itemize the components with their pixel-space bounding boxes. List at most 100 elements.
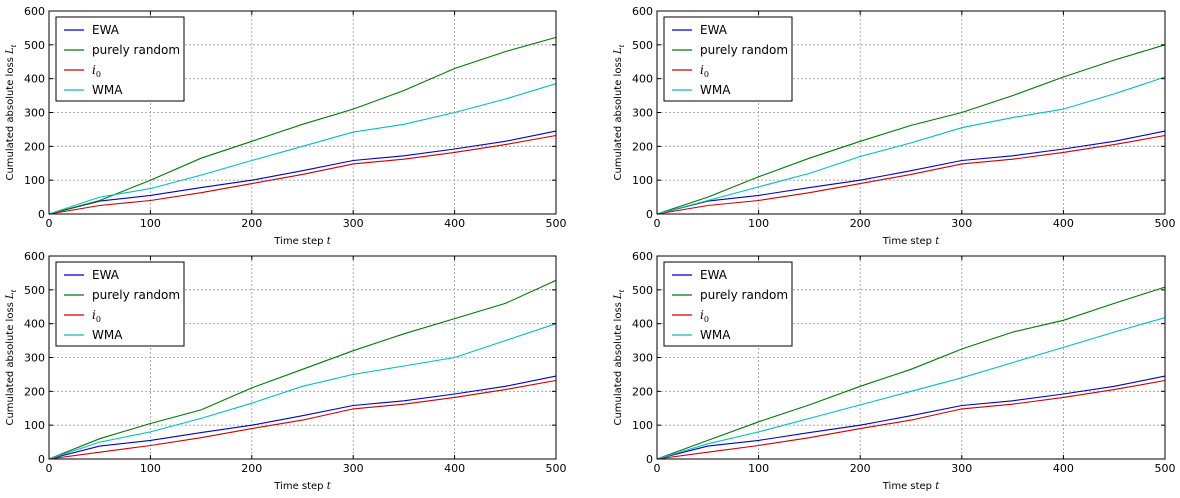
chart-panel-3: 0 100 200 300 400 500 0 100 200 300 400 500 600 Time … <box>5 250 567 492</box>
legend-box <box>55 16 185 102</box>
x-tick-label: 100 <box>748 217 769 230</box>
x-tick-label: 500 <box>546 217 567 230</box>
legend-label: purely random <box>92 43 180 57</box>
y-tick-label: 200 <box>24 385 45 398</box>
x-tick-label: 500 <box>1155 462 1176 475</box>
legend-label: WMA <box>92 83 123 97</box>
y-tick-label: 0 <box>38 208 45 221</box>
legend-label: EWA <box>700 268 728 282</box>
legend: EWA purely random i0 WMA <box>663 16 793 102</box>
y-tick-label: 500 <box>24 284 45 297</box>
y-tick-label: 400 <box>24 73 45 86</box>
y-tick-label: 400 <box>632 73 653 86</box>
series-line-ewa <box>48 130 557 215</box>
legend-label: i0 <box>92 308 101 324</box>
x-tick-label: 400 <box>444 217 465 230</box>
series-line-wma <box>48 323 557 460</box>
series-line-i0 <box>48 379 557 460</box>
series-line-i0 <box>48 134 557 215</box>
chart-panel-2: 0 100 200 300 400 500 0 100 200 300 400 500 600 Time … <box>613 5 1176 247</box>
x-tick-label: 500 <box>1155 217 1176 230</box>
x-tick-label: 300 <box>951 462 972 475</box>
x-tick-label: 0 <box>654 217 661 230</box>
legend-label: WMA <box>92 328 123 342</box>
x-tick-label: 100 <box>140 217 161 230</box>
y-axis-label: Cumulated absolute loss Lt <box>613 289 626 425</box>
series-line-wma <box>656 317 1166 460</box>
legend: EWA purely random i0 WMA <box>55 16 185 102</box>
legend: EWA purely random i0 WMA <box>663 261 793 347</box>
legend-box <box>55 261 185 347</box>
x-tick-label: 100 <box>140 462 161 475</box>
x-tick-label: 200 <box>850 217 871 230</box>
x-tick-label: 0 <box>46 217 53 230</box>
y-tick-label: 600 <box>632 5 653 18</box>
y-tick-label: 500 <box>632 284 653 297</box>
x-tick-label: 0 <box>46 462 53 475</box>
y-tick-label: 0 <box>646 453 653 466</box>
y-tick-label: 100 <box>632 419 653 432</box>
x-tick-label: 200 <box>241 217 262 230</box>
y-axis-label: Cumulated absolute loss Lt <box>5 44 18 180</box>
y-tick-label: 500 <box>24 39 45 52</box>
y-tick-label: 300 <box>632 352 653 365</box>
legend-label: i0 <box>92 63 101 79</box>
series-line-i0 <box>656 134 1166 215</box>
chart-panel-4: 0 100 200 300 400 500 0 100 200 300 400 500 600 Time … <box>613 250 1176 492</box>
legend-label: i0 <box>700 308 709 324</box>
y-tick-label: 400 <box>632 318 653 331</box>
y-tick-label: 100 <box>24 419 45 432</box>
x-tick-label: 400 <box>1053 217 1074 230</box>
series-line-wma <box>656 76 1166 215</box>
y-tick-label: 200 <box>632 385 653 398</box>
x-axis-label: Time step t <box>273 481 331 492</box>
series-line-purely-random <box>656 286 1166 460</box>
series-line-ewa <box>48 375 557 460</box>
x-axis-label: Time step t <box>273 236 331 247</box>
x-axis-label: Time step t <box>882 481 940 492</box>
y-tick-label: 600 <box>24 5 45 18</box>
y-tick-label: 200 <box>632 140 653 153</box>
x-tick-label: 300 <box>343 217 364 230</box>
legend-label: EWA <box>92 23 120 37</box>
series-line-purely-random <box>48 279 557 460</box>
y-tick-label: 600 <box>24 250 45 263</box>
y-axis-label: Cumulated absolute loss Lt <box>5 289 18 425</box>
x-tick-label: 0 <box>654 462 661 475</box>
y-tick-label: 300 <box>24 107 45 120</box>
legend-box <box>663 16 793 102</box>
y-axis-label: Cumulated absolute loss Lt <box>613 44 626 180</box>
legend-label: purely random <box>700 43 788 57</box>
series-line-i0 <box>656 379 1166 460</box>
x-tick-label: 200 <box>850 462 871 475</box>
x-tick-label: 300 <box>951 217 972 230</box>
y-tick-label: 100 <box>24 174 45 187</box>
legend-label: WMA <box>700 328 731 342</box>
y-tick-label: 0 <box>646 208 653 221</box>
chart-panel-1: 0 100 200 300 400 500 0 100 200 300 400 500 600 Time … <box>5 5 567 247</box>
legend-label: WMA <box>700 83 731 97</box>
legend-label: EWA <box>92 268 120 282</box>
x-axis-label: Time step t <box>882 236 940 247</box>
legend-label: purely random <box>700 288 788 302</box>
y-tick-label: 600 <box>632 250 653 263</box>
x-tick-label: 100 <box>748 462 769 475</box>
legend-label: purely random <box>92 288 180 302</box>
y-tick-label: 100 <box>632 174 653 187</box>
series-line-wma <box>48 83 557 215</box>
x-tick-label: 400 <box>1053 462 1074 475</box>
legend-label: EWA <box>700 23 728 37</box>
series-line-ewa <box>656 375 1166 460</box>
x-tick-label: 300 <box>343 462 364 475</box>
y-tick-label: 400 <box>24 318 45 331</box>
y-tick-label: 300 <box>632 107 653 120</box>
y-tick-label: 0 <box>38 453 45 466</box>
series-line-purely-random <box>656 44 1166 215</box>
y-tick-label: 500 <box>632 39 653 52</box>
y-tick-label: 200 <box>24 140 45 153</box>
x-tick-label: 400 <box>444 462 465 475</box>
series-line-ewa <box>656 130 1166 215</box>
y-tick-label: 300 <box>24 352 45 365</box>
x-tick-label: 200 <box>241 462 262 475</box>
